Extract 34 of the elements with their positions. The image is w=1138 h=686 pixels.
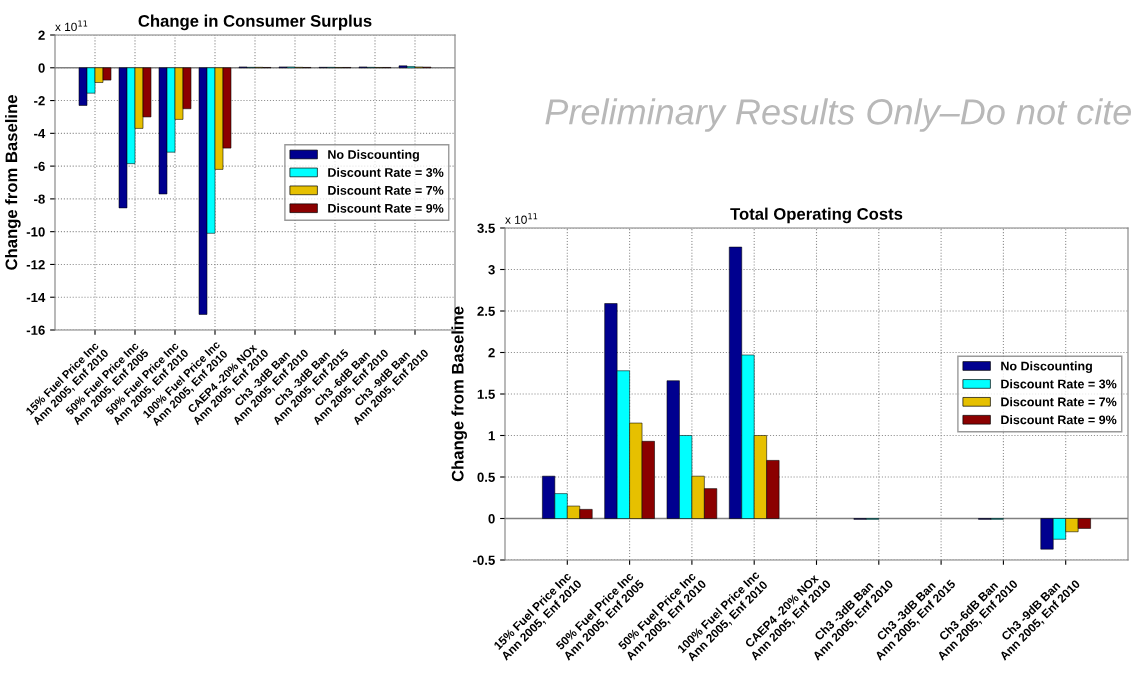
y-axis-title: Change from Baseline <box>5 95 21 270</box>
y-tick-label: 2 <box>38 30 45 40</box>
legend-label: Discount Rate = 3% <box>328 167 444 177</box>
y-tick-label: -16 <box>26 325 45 335</box>
y-tick-label: 1.5 <box>477 389 495 399</box>
y-tick-label: -8 <box>34 194 45 204</box>
chart-title: Change in Consumer Surplus <box>138 14 372 31</box>
y-tick-label: -6 <box>34 161 45 172</box>
legend-label: Discount Rate = 9% <box>328 203 444 213</box>
text: Preliminary Results Only–Do not cite <box>545 98 1131 132</box>
legend-label: Discount Rate = 7% <box>1001 397 1117 407</box>
y-tick-label: 2.5 <box>477 306 495 316</box>
y-tick-label: 0 <box>488 514 495 524</box>
legend-label: No Discounting <box>328 149 419 162</box>
legend-label: No Discounting <box>1001 361 1092 373</box>
text: x 10$^{11}$ <box>55 20 88 32</box>
y-tick-label: 0.5 <box>477 472 495 482</box>
y-tick-label: -4 <box>34 129 46 139</box>
y-tick-label: 0 <box>38 63 45 73</box>
y-tick-label: -12 <box>26 260 45 270</box>
y-tick-label: 3 <box>488 265 495 275</box>
y-tick-label: -2 <box>34 96 45 106</box>
y-tick-label: -0.5 <box>473 555 495 565</box>
text: x 10$^{11}$ <box>505 213 538 224</box>
y-tick-label: 2 <box>488 348 495 358</box>
y-tick-label: 1 <box>488 431 495 441</box>
y-tick-label: 3.5 <box>477 223 495 233</box>
chart-title: Total Operating Costs <box>730 207 903 224</box>
legend-label: Discount Rate = 3% <box>1001 379 1117 389</box>
legend-label: Discount Rate = 9% <box>1001 415 1117 425</box>
legend-label: Discount Rate = 7% <box>328 185 444 195</box>
y-axis-title: Change from Baseline <box>451 306 467 482</box>
y-tick-label: -14 <box>26 292 46 302</box>
y-tick-label: -10 <box>26 227 45 237</box>
